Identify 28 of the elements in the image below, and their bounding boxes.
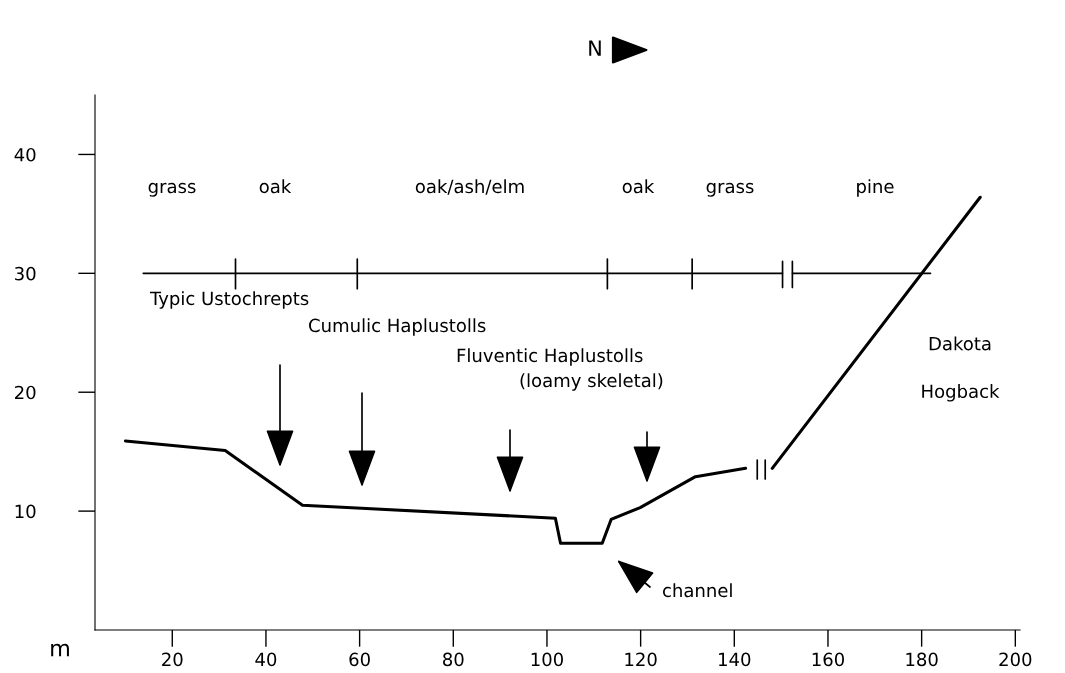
text: Dakota Hogback	[922, 336, 1000, 402]
x-tick-label: 200	[999, 652, 1032, 667]
annotation: Typic Ustochrepts	[149, 291, 309, 309]
y-tick-label: 30	[15, 266, 36, 281]
x-tick-label: 120	[625, 652, 657, 667]
x-tick-label: 160	[812, 652, 845, 667]
annotation: Cumulic Haplustolls	[309, 318, 486, 336]
x-tick-label: 100	[531, 652, 563, 667]
x-tick-label: 140	[719, 652, 751, 667]
annotation: Fluventic Haplustolls	[457, 348, 643, 366]
y-axis-title: m	[51, 643, 69, 657]
annotation: grass	[706, 182, 754, 197]
annotation: oak	[259, 179, 292, 194]
annotation: channel	[663, 583, 732, 598]
y-tick-label: 40	[14, 147, 36, 162]
x-tick-label: 40	[255, 652, 277, 667]
annotation: pine	[857, 179, 894, 197]
annotation: grass	[148, 182, 196, 197]
y-tick-label: 20	[15, 385, 36, 400]
chart-title: N	[589, 40, 601, 56]
x-tick-label: 20	[162, 652, 183, 667]
annotation: (loamy skeletal)	[520, 373, 663, 391]
x-tick-label: 180	[906, 652, 938, 667]
x-tick-label: 80	[443, 652, 464, 667]
x-tick-label: 60	[349, 652, 370, 667]
annotation: oak	[622, 179, 655, 194]
y-tick-label: 10	[15, 504, 36, 519]
annotation: oak/ash/elm	[415, 179, 524, 195]
